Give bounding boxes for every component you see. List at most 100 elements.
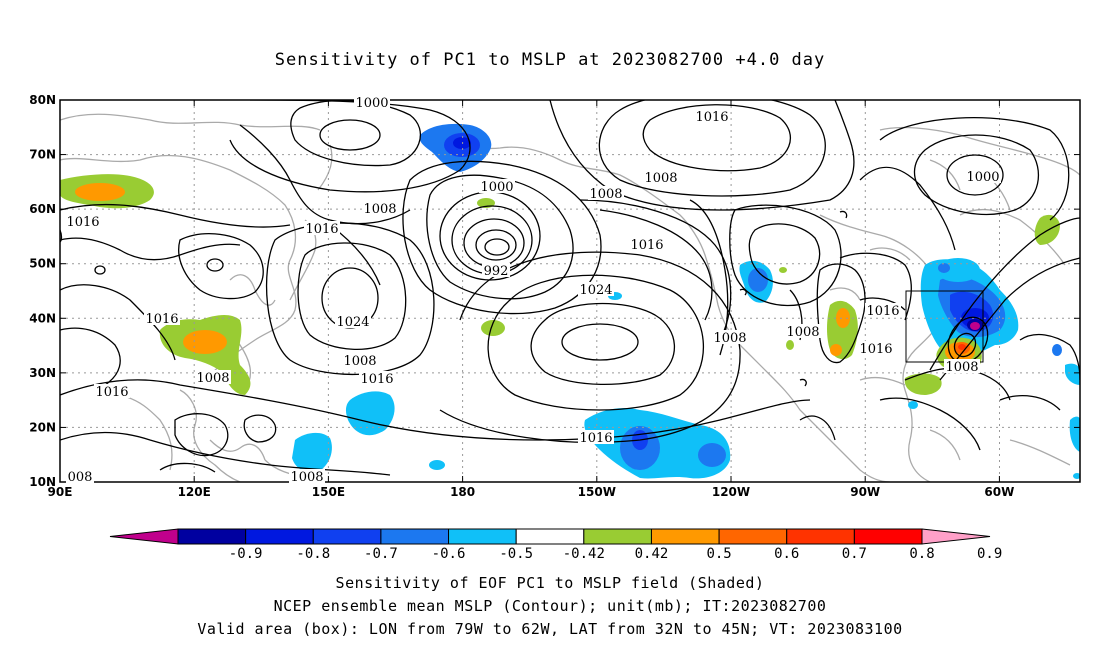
contour-label-bg — [588, 186, 624, 200]
contour-label-bg — [65, 214, 101, 228]
lat-label: 30N — [29, 366, 56, 380]
colorbar-swatch — [380, 528, 450, 545]
contour-label: 008 — [68, 470, 93, 485]
contour-label: 1024 — [579, 283, 612, 298]
lat-label: 20N — [29, 420, 56, 434]
contour-label: 1016 — [579, 431, 612, 446]
lon-label: 60W — [984, 485, 1014, 499]
lon-label: 120W — [712, 485, 750, 499]
longitude-labels: 90E 120E 150E 180 150W 120W 90W 60W — [48, 485, 1015, 499]
contour-label: 1008 — [363, 202, 396, 217]
colorbar-swatch — [921, 528, 991, 545]
colorbar-labels: -0.9 -0.8 -0.7 -0.6 -0.5 -0.42 0.42 0.5 0.6 0.7 0.… — [229, 546, 1003, 562]
contour-label-bg — [304, 221, 340, 235]
colorbar-label: 0.6 — [774, 546, 799, 562]
lon-label: 180 — [450, 485, 475, 499]
lon-label: 150W — [578, 485, 616, 499]
contour-label: 1008 — [343, 354, 376, 369]
colorbar-label: -0.6 — [432, 546, 466, 562]
colorbar-swatch — [448, 528, 517, 545]
colorbar-swatch — [515, 528, 585, 545]
contour-label-bg — [578, 430, 614, 444]
contour-label: 1016 — [859, 342, 892, 357]
caption-contour: NCEP ensemble mean MSLP (Contour); unit(… — [273, 597, 827, 615]
contour-label-bg — [712, 330, 748, 344]
contour-label: 1016 — [305, 222, 338, 237]
colorbar-label: -0.8 — [296, 546, 330, 562]
contour-label-bg — [965, 169, 1001, 183]
colorbar-swatch — [312, 528, 382, 545]
contour-label: 1016 — [630, 238, 663, 253]
map-border — [59, 99, 1081, 483]
lat-label: 70N — [29, 148, 56, 162]
chart-title: Sensitivity of PC1 to MSLP at 2023082700… — [274, 50, 826, 70]
contour-labels: 1000 1016 1000 1008 1008 1000 1016 1008 1016 1016… — [65, 95, 1001, 485]
colorbar-label: 0.9 — [977, 546, 1002, 562]
contour-label-bg — [482, 263, 510, 277]
lon-label: 90E — [48, 485, 73, 499]
latitude-labels: 80N 70N 60N 50N 40N 30N 20N 10N — [29, 93, 56, 489]
colorbar — [109, 528, 991, 545]
contour-label-bg — [578, 282, 614, 296]
contour-label: 1016 — [360, 372, 393, 387]
lon-label: 150E — [312, 485, 345, 499]
contour-label-bg — [195, 370, 231, 384]
contour-label: 1008 — [786, 325, 819, 340]
lat-label: 60N — [29, 202, 56, 216]
contour-label-bg — [643, 170, 679, 184]
contour-label-bg — [362, 201, 398, 215]
colorbar-swatch — [177, 528, 247, 545]
colorbar-label: -0.42 — [563, 546, 605, 562]
colorbar-label: 0.42 — [635, 546, 669, 562]
colorbar-swatch — [650, 528, 720, 545]
contour-label: 1008 — [945, 360, 978, 375]
colorbar-label: -0.7 — [364, 546, 398, 562]
contour-label: 1008 — [644, 171, 677, 186]
contour-label-bg — [479, 179, 515, 193]
lat-label: 10N — [29, 475, 56, 489]
contour-label: 1016 — [695, 110, 728, 125]
contour-label-bg — [66, 469, 94, 483]
colorbar-swatch — [718, 528, 788, 545]
contour-label-bg — [335, 314, 371, 328]
colorbar-swatch — [109, 528, 179, 545]
contour-label-bg — [944, 359, 980, 373]
contour-label-bg — [354, 95, 390, 109]
contour-label-bg — [144, 311, 180, 325]
colorbar-swatch — [786, 528, 855, 545]
colorbar-swatch — [245, 528, 314, 545]
lat-label: 80N — [29, 93, 56, 107]
colorbar-label: 0.8 — [909, 546, 934, 562]
contour-label-bg — [858, 341, 894, 355]
contour-label: 1008 — [290, 470, 323, 485]
contour-label: 1008 — [713, 331, 746, 346]
contour-label: 1000 — [480, 180, 513, 195]
contour-label-bg — [359, 371, 395, 385]
contour-label: 992 — [484, 264, 509, 279]
colorbar-label: -0.9 — [229, 546, 263, 562]
contour-label: 1024 — [336, 315, 369, 330]
colorbar-label: -0.5 — [499, 546, 533, 562]
contour-label-bg — [94, 384, 130, 398]
mslp-contours — [60, 100, 1080, 476]
colorbar-swatch — [853, 528, 923, 545]
contour-label-bg — [289, 469, 325, 483]
colorbar-label: 0.7 — [842, 546, 867, 562]
contour-label: 1016 — [66, 215, 99, 230]
lat-label: 40N — [29, 311, 56, 325]
contour-label-bg — [694, 109, 730, 123]
lon-label: 120E — [178, 485, 211, 499]
lon-label: 90W — [850, 485, 880, 499]
contour-label: 1016 — [95, 385, 128, 400]
caption-valid-area: Valid area (box): LON from 79W to 62W, L… — [197, 620, 903, 638]
contour-label-bg — [785, 324, 821, 338]
contour-label-bg — [342, 353, 378, 367]
axis-ticks — [59, 99, 1080, 483]
caption-shading: Sensitivity of EOF PC1 to MSLP field (Sh… — [335, 574, 765, 592]
contour-label: 1000 — [966, 170, 999, 185]
contour-label: 1000 — [355, 96, 388, 111]
colorbar-label: 0.5 — [706, 546, 731, 562]
contour-label: 1016 — [145, 312, 178, 327]
contour-label-bg — [865, 303, 901, 317]
